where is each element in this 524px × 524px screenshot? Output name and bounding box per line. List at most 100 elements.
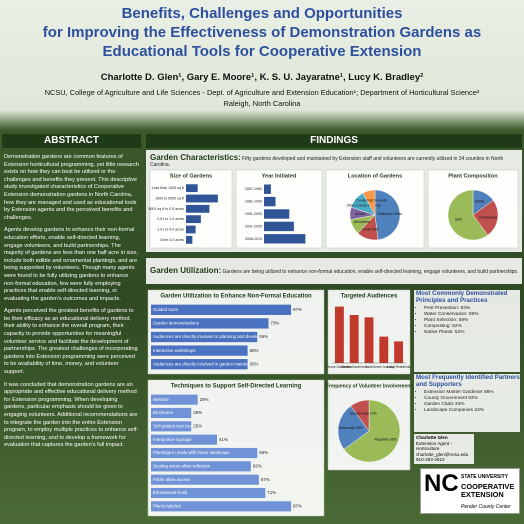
logo-center: Pender County Center (461, 504, 511, 510)
bar (186, 204, 210, 213)
list-item: Pest Prevention: 83% (424, 306, 520, 312)
title-line: Educational Tools for Cooperative Extens… (102, 43, 422, 60)
chart-title: Location of Gardens (348, 173, 402, 179)
pie-slice (343, 399, 401, 463)
value-label: 73% (271, 321, 280, 326)
value-label: 29% (200, 397, 209, 402)
value-label: 62% (253, 463, 262, 468)
findings-heading: FINDINGS (146, 134, 522, 148)
category-label: 1957-1980 (245, 187, 262, 191)
slice-label: Ornamental (479, 215, 497, 219)
value-label: 25% (193, 410, 202, 415)
category-label: Audiences are directly involved in plann… (153, 334, 272, 339)
category-label: 5001 sq ft to 0.5 acres (148, 207, 184, 211)
category-label: Master Gardeners (341, 365, 368, 369)
logo-university: STATE UNIVERSITY (461, 474, 509, 480)
category-label: Self-guided tour brochure (153, 423, 203, 428)
partners-heading: Most Frequently Identified Partners and … (416, 374, 520, 388)
section-label: Garden Characteristics: (150, 153, 241, 162)
chart-title: Frequency of Volunteer Involvement (326, 383, 412, 389)
bar (151, 304, 292, 315)
principles-panel: Most Commonly Demonstrated Principles an… (414, 290, 520, 372)
bar (151, 447, 258, 459)
characteristics-lead: Garden Characteristics: Fifty gardens de… (150, 153, 520, 168)
bar (379, 336, 389, 363)
logo-program: COOPERATIVE EXTENSION (461, 482, 515, 499)
list-item: Extension Master Gardener 88% (424, 390, 520, 396)
bar (264, 184, 271, 194)
value-label: 66% (259, 450, 268, 455)
slice-label: Other County Property (346, 203, 380, 207)
paragraph: It was concluded that demonstration gard… (4, 381, 139, 449)
slice-label: Both (455, 218, 462, 222)
value-label: 71% (267, 490, 276, 495)
category-label: Audiences are directly involved in garde… (153, 361, 260, 366)
slice-label: Public Park (362, 227, 379, 231)
bar (264, 196, 276, 207)
bar (151, 318, 269, 329)
pie-slice (447, 189, 488, 241)
category-label: Local Residents (387, 365, 411, 369)
list-item: Native Plants: 52% (424, 330, 520, 336)
section-label: Garden Utilization: (150, 266, 222, 275)
slice-name: Regularly (375, 437, 390, 441)
value-label: 66% (259, 334, 268, 339)
slice-name: County Fair Grounds (356, 198, 388, 202)
value-label: 60% (250, 361, 259, 366)
value-label: 67% (261, 477, 270, 482)
category-label: Website (153, 397, 169, 402)
category-label: 0.51 to 1.0 acres (157, 217, 184, 221)
chart-title: Targeted Audiences (341, 294, 398, 300)
slice-label: Occasionally10% (350, 411, 377, 415)
value-label: 25% (193, 423, 202, 428)
value-label: 41% (219, 437, 228, 442)
paragraph: Demonstration gardens are common feature… (4, 154, 139, 221)
bar (151, 407, 192, 419)
value-label: 60% (250, 348, 259, 353)
partners-list: Extension Master Gardener 88% County Gov… (416, 390, 520, 414)
pie-slice (337, 405, 370, 450)
list-item: Water Conservation: 59% (424, 312, 520, 318)
list-item: Plant Selection: 59% (424, 318, 520, 324)
category-label: Educational kiosk (153, 490, 188, 495)
slice-name: Other County Property (346, 203, 380, 207)
section-text: Gardens are being utilized to enhance no… (222, 269, 519, 275)
contact: Charlotte Glen Extension Agent - Horticu… (414, 434, 474, 464)
bar (264, 234, 306, 244)
bar (151, 434, 218, 445)
utilization-panel (146, 258, 522, 284)
contact-role: Extension Agent - Horticulture (416, 440, 453, 452)
slice-name: Both (455, 218, 462, 222)
pie-slice (472, 200, 499, 236)
authors: Charlotte D. Glen¹, Gary E. Moore¹, K. S… (100, 72, 424, 83)
logo: NC STATE UNIVERSITY COOPERATIVE EXTENSIO… (420, 468, 520, 514)
bar (186, 235, 193, 244)
pie-slice (350, 399, 370, 432)
list-item: Composting: 52% (424, 324, 520, 330)
category-label: Interactive workshops (153, 348, 196, 353)
logo-mark: NC (424, 470, 459, 497)
value-label: 87% (293, 307, 302, 312)
principles-list: Pest Prevention: 83% Water Conservation:… (416, 306, 520, 336)
section-text: Fifty gardens developed and maintained b… (150, 156, 504, 168)
bar (151, 421, 192, 432)
category-label: Youth (365, 365, 373, 369)
bar (394, 341, 404, 363)
slice-name: Public Park (362, 227, 379, 231)
bar (264, 221, 294, 232)
chart-title: Size of Gardens (170, 173, 212, 179)
category-label: 2001-2005 (245, 224, 262, 228)
category-label: Home Gardeners (327, 365, 353, 369)
paragraph: Agents develop gardens to enhance their … (4, 227, 139, 302)
location: Raleigh, North Carolina (223, 99, 301, 108)
category-label: Paths allow access (153, 477, 191, 482)
slice-name: Edible (475, 200, 485, 204)
category-label: Over 4.0 acres (160, 238, 184, 242)
bar (186, 215, 201, 224)
category-label: 1991-2000 (245, 212, 262, 216)
principles-heading: Most Commonly Demonstrated Principles an… (416, 290, 508, 304)
slice-label: Seasonally25% (338, 426, 362, 430)
bar (151, 461, 251, 472)
